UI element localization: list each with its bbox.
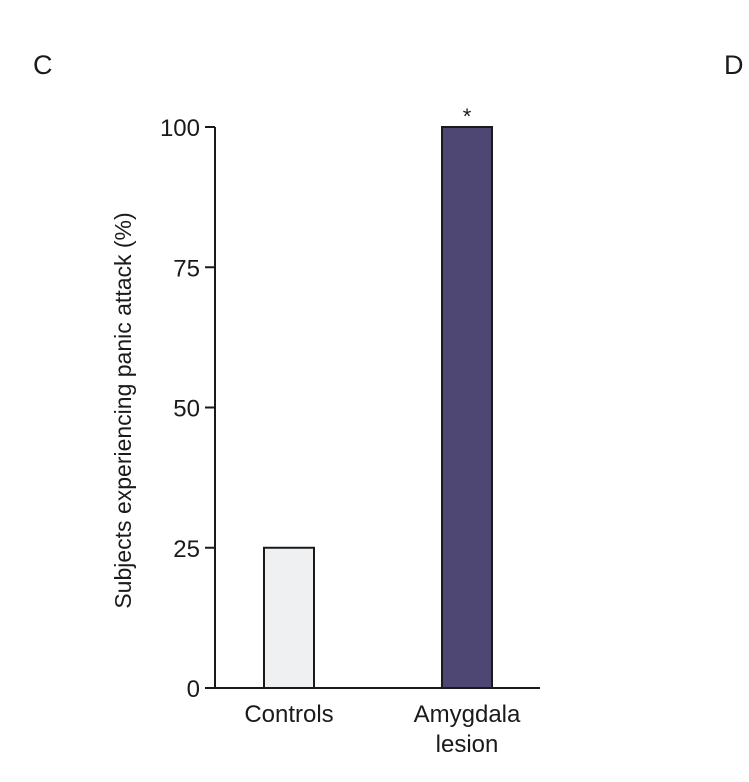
x-tick-label: Amygdala [414,701,521,728]
bar [263,546,315,689]
y-tick-label: 25 [173,536,200,563]
panel-label-c: C [33,50,53,80]
y-tick-label: 0 [187,676,200,703]
x-tick-label: Controls [244,701,333,728]
x-tick-label: lesion [436,731,499,758]
panel-label-d: D [724,50,744,80]
y-axis-title: Subjects experiencing panic attack (%) [110,212,136,608]
y-tick-label: 50 [173,396,200,423]
y-tick-label: 100 [160,115,200,142]
bar [441,126,493,689]
significance-marker: * [463,104,472,129]
y-tick-label: 75 [173,255,200,282]
